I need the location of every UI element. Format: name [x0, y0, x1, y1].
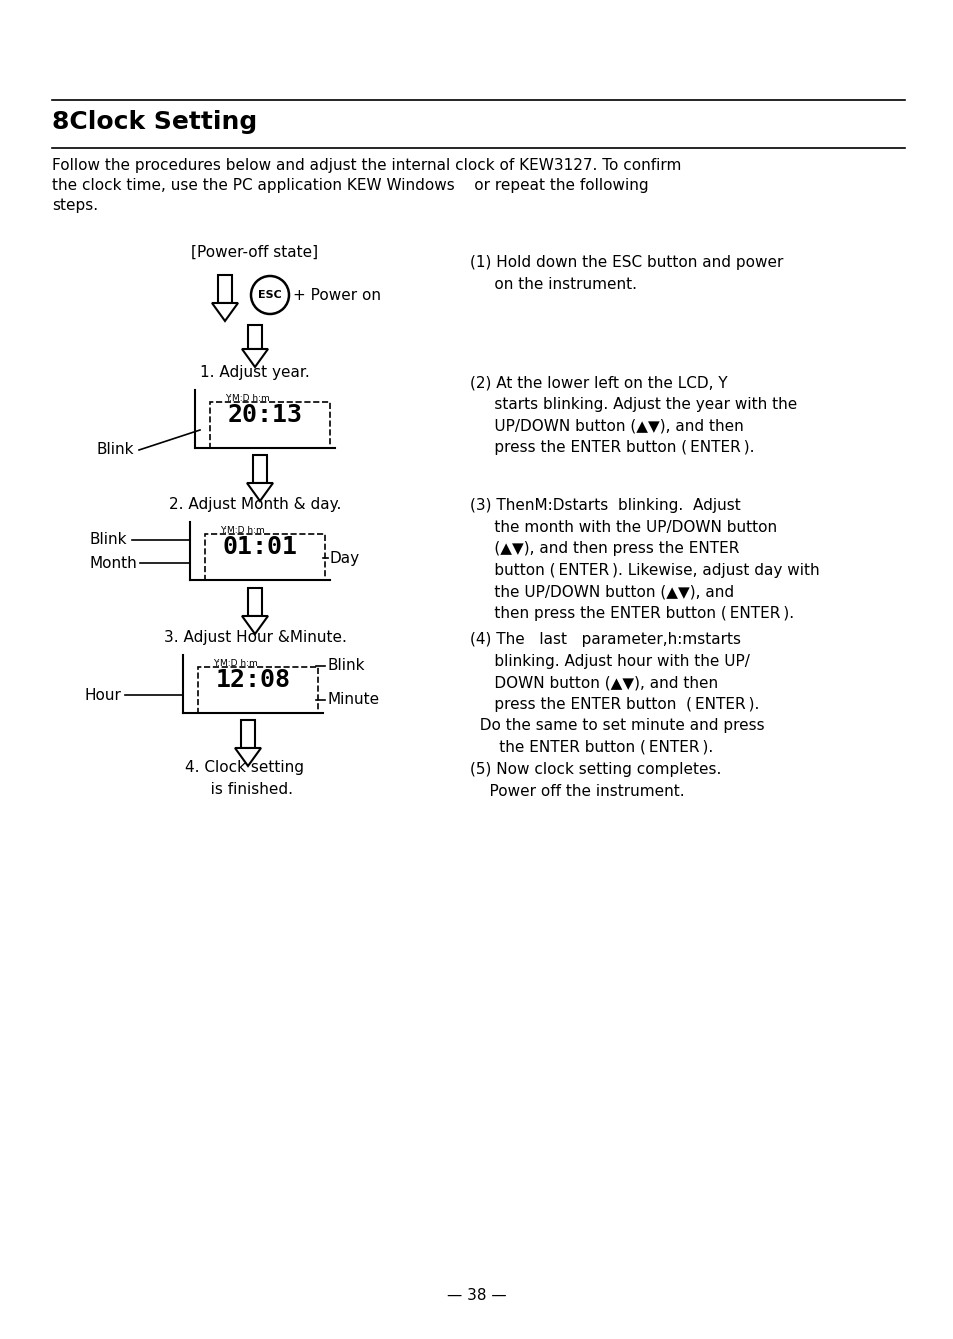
Text: Blink: Blink	[328, 659, 365, 674]
Polygon shape	[242, 616, 268, 633]
Bar	[241, 720, 254, 749]
Polygon shape	[234, 749, 261, 766]
Text: 8Clock Setting: 8Clock Setting	[52, 110, 257, 134]
Text: is finished.: is finished.	[196, 782, 294, 797]
Bar	[253, 455, 267, 483]
Text: 4. Clock setting: 4. Clock setting	[185, 761, 304, 775]
Bar	[248, 588, 262, 616]
Text: + Power on: + Power on	[293, 288, 380, 303]
Text: 2. Adjust Month & day.: 2. Adjust Month & day.	[169, 497, 341, 511]
Text: Follow the procedures below and adjust the internal clock of KEW3127. To confirm: Follow the procedures below and adjust t…	[52, 158, 680, 173]
Text: — 38 —: — 38 —	[447, 1288, 506, 1303]
Text: the clock time, use the PC application KEW Windows    or repeat the following: the clock time, use the PC application K…	[52, 178, 648, 193]
Bar	[210, 402, 330, 449]
Text: 1. Adjust year.: 1. Adjust year.	[200, 366, 310, 380]
Bar	[205, 534, 325, 580]
Polygon shape	[247, 483, 273, 501]
Text: 20:13: 20:13	[227, 403, 302, 427]
Text: 12:08: 12:08	[215, 668, 291, 692]
Polygon shape	[212, 303, 237, 321]
Text: Blink: Blink	[90, 533, 128, 548]
Bar	[248, 325, 262, 349]
Text: (4) The   last   parameter,h:mstarts
     blinking. Adjust hour with the UP/
   : (4) The last parameter,h:mstarts blinkin…	[470, 632, 763, 755]
Text: Day: Day	[330, 550, 359, 565]
Text: Minute: Minute	[328, 692, 379, 707]
Text: (2) At the lower left on the LCD, Y
     starts blinking. Adjust the year with t: (2) At the lower left on the LCD, Y star…	[470, 375, 797, 455]
Text: (3) ThenM:Dstarts  blinking.  Adjust
     the month with the UP/DOWN button
    : (3) ThenM:Dstarts blinking. Adjust the m…	[470, 498, 819, 621]
Text: Y:M:D h:m: Y:M:D h:m	[225, 394, 270, 403]
Bar	[198, 667, 317, 712]
Polygon shape	[242, 349, 268, 367]
Bar	[218, 274, 232, 303]
Text: 01:01: 01:01	[222, 536, 297, 558]
Text: [Power-off state]: [Power-off state]	[192, 245, 318, 260]
Text: steps.: steps.	[52, 198, 98, 213]
Text: Hour: Hour	[85, 687, 122, 703]
Text: 3. Adjust Hour &Minute.: 3. Adjust Hour &Minute.	[163, 631, 346, 645]
Text: ESC: ESC	[258, 291, 281, 300]
Text: (1) Hold down the ESC button and power
     on the instrument.: (1) Hold down the ESC button and power o…	[470, 254, 782, 292]
Text: (5) Now clock setting completes.
    Power off the instrument.: (5) Now clock setting completes. Power o…	[470, 762, 720, 798]
Text: Y:M:D h:m: Y:M:D h:m	[220, 526, 265, 536]
Text: Y:M:D h:m: Y:M:D h:m	[213, 659, 257, 668]
Text: Month: Month	[90, 556, 137, 570]
Text: Blink: Blink	[97, 442, 134, 458]
